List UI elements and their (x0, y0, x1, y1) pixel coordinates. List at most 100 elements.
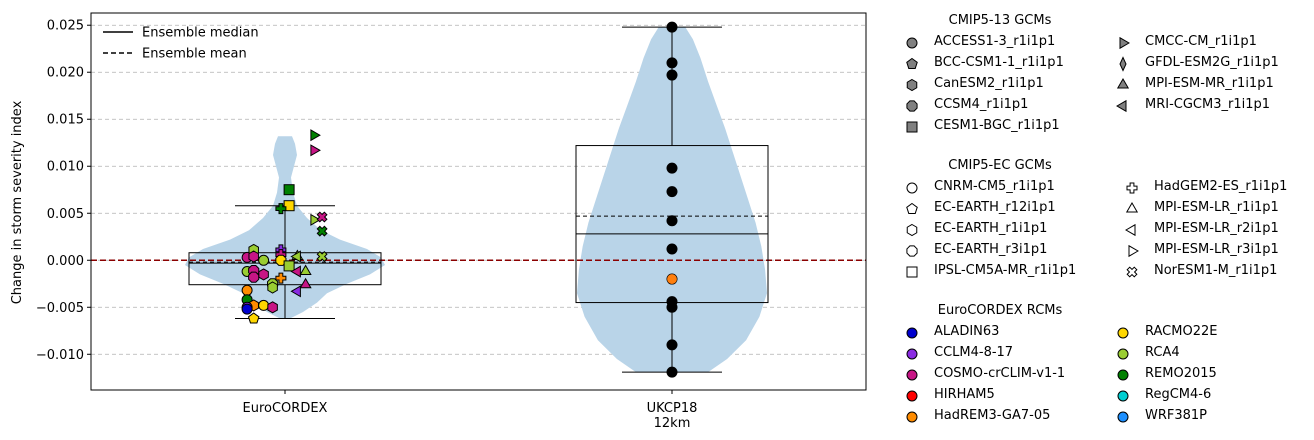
data-point-eurocordex (241, 303, 253, 315)
data-point-eurocordex (310, 129, 321, 142)
legend-marker-icon (1116, 78, 1130, 89)
legend-entry-label: MPI-ESM-LR_r2i1p1 (1154, 221, 1279, 236)
legend-marker-icon (906, 121, 918, 133)
y-tick-label: −0.005 (36, 301, 84, 316)
y-axis-label: Change in storm severity index (10, 100, 25, 304)
legend-entry-label: ACCESS1-3_r1i1p1 (934, 34, 1056, 49)
data-point-ukcp18 (666, 366, 678, 378)
legend-marker-icon (1128, 244, 1139, 258)
legend-entry-label: RACMO22E (1145, 324, 1218, 339)
x-tick-label: EuroCORDEX (243, 401, 328, 416)
legend-entry-label: CCLM4-8-17 (934, 345, 1014, 360)
legend-entry-label: RegCM4-6 (1145, 387, 1212, 402)
legend-entry-label: HadREM3-GA7-05 (934, 408, 1051, 423)
data-point-ukcp18 (666, 301, 678, 313)
legend-marker-icon (1116, 99, 1127, 113)
violin-1 (577, 27, 767, 373)
legend-marker-icon (1119, 36, 1130, 50)
data-point-eurocordex (316, 225, 328, 237)
data-point-eurocordex (267, 281, 278, 294)
legend-marker-icon (906, 348, 918, 360)
data-point-eurocordex (310, 144, 321, 157)
legend-entry-label: HadGEM2-ES_r1i1p1 (1154, 179, 1288, 194)
data-point-eurocordex (316, 250, 328, 263)
legend-title: EuroCORDEX RCMs (937, 303, 1063, 318)
data-point-eurocordex (275, 254, 287, 266)
data-point-ukcp18 (666, 21, 678, 33)
legend-entry-label: RCA4 (1145, 345, 1180, 360)
data-point-eurocordex (248, 271, 260, 283)
legend-marker-icon (906, 202, 918, 214)
legend-entry-label: ALADIN63 (934, 324, 1000, 339)
legend-entry-label: CNRM-CM5_r1i1p1 (934, 179, 1055, 194)
data-point-eurocordex (290, 265, 301, 278)
data-point-ukcp18 (666, 57, 678, 69)
legend-marker-icon (1117, 327, 1129, 339)
data-point-eurocordex (275, 272, 287, 284)
data-point-eurocordex (258, 254, 270, 266)
data-point-eurocordex (316, 211, 328, 223)
legend-marker-icon (906, 223, 918, 237)
legend-entry-label: MPI-ESM-MR_r1i1p1 (1145, 76, 1274, 91)
legend-entry-label: CanESM2_r1i1p1 (934, 76, 1044, 91)
plot-frame (90, 12, 867, 391)
legend-marker-icon (1117, 348, 1129, 360)
data-point-eurocordex (290, 250, 301, 263)
legend-line-label: Ensemble mean (142, 47, 247, 62)
y-tick-label: −0.010 (36, 348, 84, 363)
data-point-ukcp18 (666, 186, 678, 198)
data-point-eurocordex (283, 260, 295, 272)
legend-marker-icon (1119, 56, 1127, 72)
legend-line-label: Ensemble median (142, 26, 259, 41)
legend-entry-label: BCC-CSM1-1_r1i1p1 (934, 55, 1064, 70)
legend-marker-icon (906, 390, 918, 402)
data-point-eurocordex (283, 200, 295, 212)
data-point-ukcp18 (666, 339, 678, 351)
chart: −0.010 −0.005 0.000 0.005 0.010 0.015 0.020 0.0… (10, 12, 867, 431)
data-point-ukcp18 (666, 243, 678, 255)
legend-marker-icon (906, 369, 918, 381)
data-point-ukcp18 (666, 215, 678, 227)
data-point-eurocordex (258, 299, 270, 311)
y-tick-label: 0.005 (47, 207, 84, 222)
legend-marker-icon (906, 245, 918, 257)
legend-entry-label: EC-EARTH_r3i1p1 (934, 242, 1048, 257)
data-point-eurocordex (299, 264, 312, 275)
legend-entry-label: CMCC-CM_r1i1p1 (1145, 34, 1257, 49)
data-point-eurocordex (290, 285, 301, 298)
y-tick-label: 0.010 (47, 160, 84, 175)
legend-entry-label: GFDL-ESM2G_r1i1p1 (1145, 55, 1279, 70)
legend-marker-icon (906, 327, 918, 339)
legend-entry-label: REMO2015 (1145, 366, 1217, 381)
legend-marker-icon (906, 78, 918, 92)
data-point-eurocordex (247, 312, 260, 324)
data-point-eurocordex (299, 277, 312, 289)
data-point-ukcp18 (666, 162, 678, 174)
legend-marker-icon (1125, 223, 1136, 237)
legend-entry-label: EC-EARTH_r12i1p1 (934, 200, 1056, 215)
x-tick-label: UKCP18 12km (647, 401, 698, 431)
legend-entry-label: MRI-CGCM3_r1i1p1 (1145, 97, 1271, 112)
legend-marker-icon (1117, 390, 1129, 402)
legend-marker-icon (906, 411, 918, 423)
legend-entry-label: MPI-ESM-LR_r1i1p1 (1154, 200, 1279, 215)
legend-marker-icon (1117, 369, 1129, 381)
legend-entry-label: NorESM1-M_r1i1p1 (1154, 263, 1278, 278)
data-point-ukcp18 (666, 69, 678, 81)
legend-entry-label: COSMO-crCLIM-v1-1 (934, 366, 1066, 381)
legend-marker-icon (906, 100, 918, 112)
legend-marker-icon (1125, 202, 1139, 213)
data-point-eurocordex (310, 213, 321, 226)
legend-entry-label: WRF381P (1145, 408, 1208, 423)
legend-marker-icon (906, 57, 918, 69)
data-point-eurocordex (275, 203, 287, 215)
legend-entry-label: MPI-ESM-LR_r3i1p1 (1154, 242, 1279, 257)
data-point-ukcp18 (666, 273, 678, 285)
legend-marker-icon (1126, 182, 1138, 194)
legend-marker-icon (1117, 411, 1129, 423)
legend-entry-label: CESM1-BGC_r1i1p1 (934, 118, 1060, 133)
data-point-eurocordex (248, 250, 259, 263)
legend-title: CMIP5-13 GCMs (948, 13, 1052, 28)
data-point-eurocordex (241, 284, 253, 296)
legend-marker-icon (906, 266, 918, 278)
